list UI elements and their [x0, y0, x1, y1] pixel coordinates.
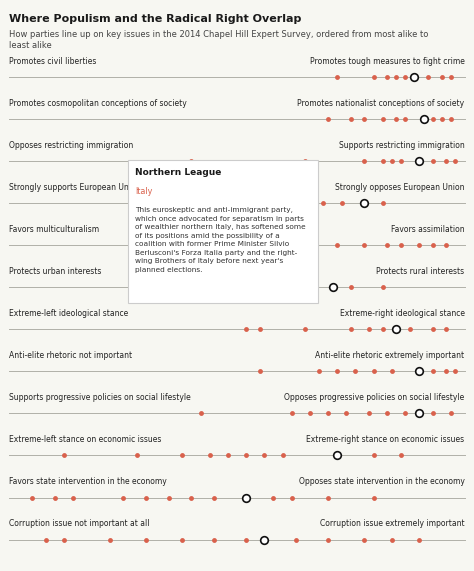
Text: Extreme-right ideological stance: Extreme-right ideological stance	[339, 309, 465, 318]
Text: Promotes tough measures to fight crime: Promotes tough measures to fight crime	[310, 57, 465, 66]
Text: Promotes cosmopolitan conceptions of society: Promotes cosmopolitan conceptions of soc…	[9, 99, 187, 108]
Text: Supports restricting immigration: Supports restricting immigration	[339, 141, 465, 150]
Text: This euroskeptic and anti-immigrant party,
which once advocated for separatism i: This euroskeptic and anti-immigrant part…	[135, 207, 306, 273]
Text: Favors multiculturalism: Favors multiculturalism	[9, 225, 100, 234]
Text: Where Populism and the Radical Right Overlap: Where Populism and the Radical Right Ove…	[9, 14, 302, 25]
Text: Corruption issue not important at all: Corruption issue not important at all	[9, 519, 150, 528]
Text: Anti-elite rhetoric extremely important: Anti-elite rhetoric extremely important	[315, 351, 465, 360]
Text: Promotes nationalist conceptions of society: Promotes nationalist conceptions of soci…	[297, 99, 465, 108]
Text: Strongly opposes European Union: Strongly opposes European Union	[335, 183, 465, 192]
Text: Favors state intervention in the economy: Favors state intervention in the economy	[9, 477, 167, 486]
Text: Opposes progressive policies on social lifestyle: Opposes progressive policies on social l…	[284, 393, 465, 402]
Text: Promotes civil liberties: Promotes civil liberties	[9, 57, 97, 66]
Text: Extreme-right stance on economic issues: Extreme-right stance on economic issues	[306, 435, 465, 444]
Text: Northern League: Northern League	[135, 168, 221, 178]
Text: Strongly supports European Union: Strongly supports European Union	[9, 183, 141, 192]
FancyBboxPatch shape	[128, 160, 318, 303]
Text: Italy: Italy	[135, 187, 153, 196]
Text: Opposes restricting immigration: Opposes restricting immigration	[9, 141, 134, 150]
Text: Extreme-left ideological stance: Extreme-left ideological stance	[9, 309, 129, 318]
Text: Extreme-left stance on economic issues: Extreme-left stance on economic issues	[9, 435, 162, 444]
Text: Anti-elite rhetoric not important: Anti-elite rhetoric not important	[9, 351, 133, 360]
Text: Supports progressive policies on social lifestyle: Supports progressive policies on social …	[9, 393, 191, 402]
Text: Corruption issue extremely important: Corruption issue extremely important	[320, 519, 465, 528]
Text: Protects urban interests: Protects urban interests	[9, 267, 102, 276]
Text: Protects rural interests: Protects rural interests	[376, 267, 465, 276]
Text: Favors assimilation: Favors assimilation	[391, 225, 465, 234]
Text: How parties line up on key issues in the 2014 Chapel Hill Expert Survey, ordered: How parties line up on key issues in the…	[9, 30, 429, 50]
Text: Opposes state intervention in the economy: Opposes state intervention in the econom…	[299, 477, 465, 486]
